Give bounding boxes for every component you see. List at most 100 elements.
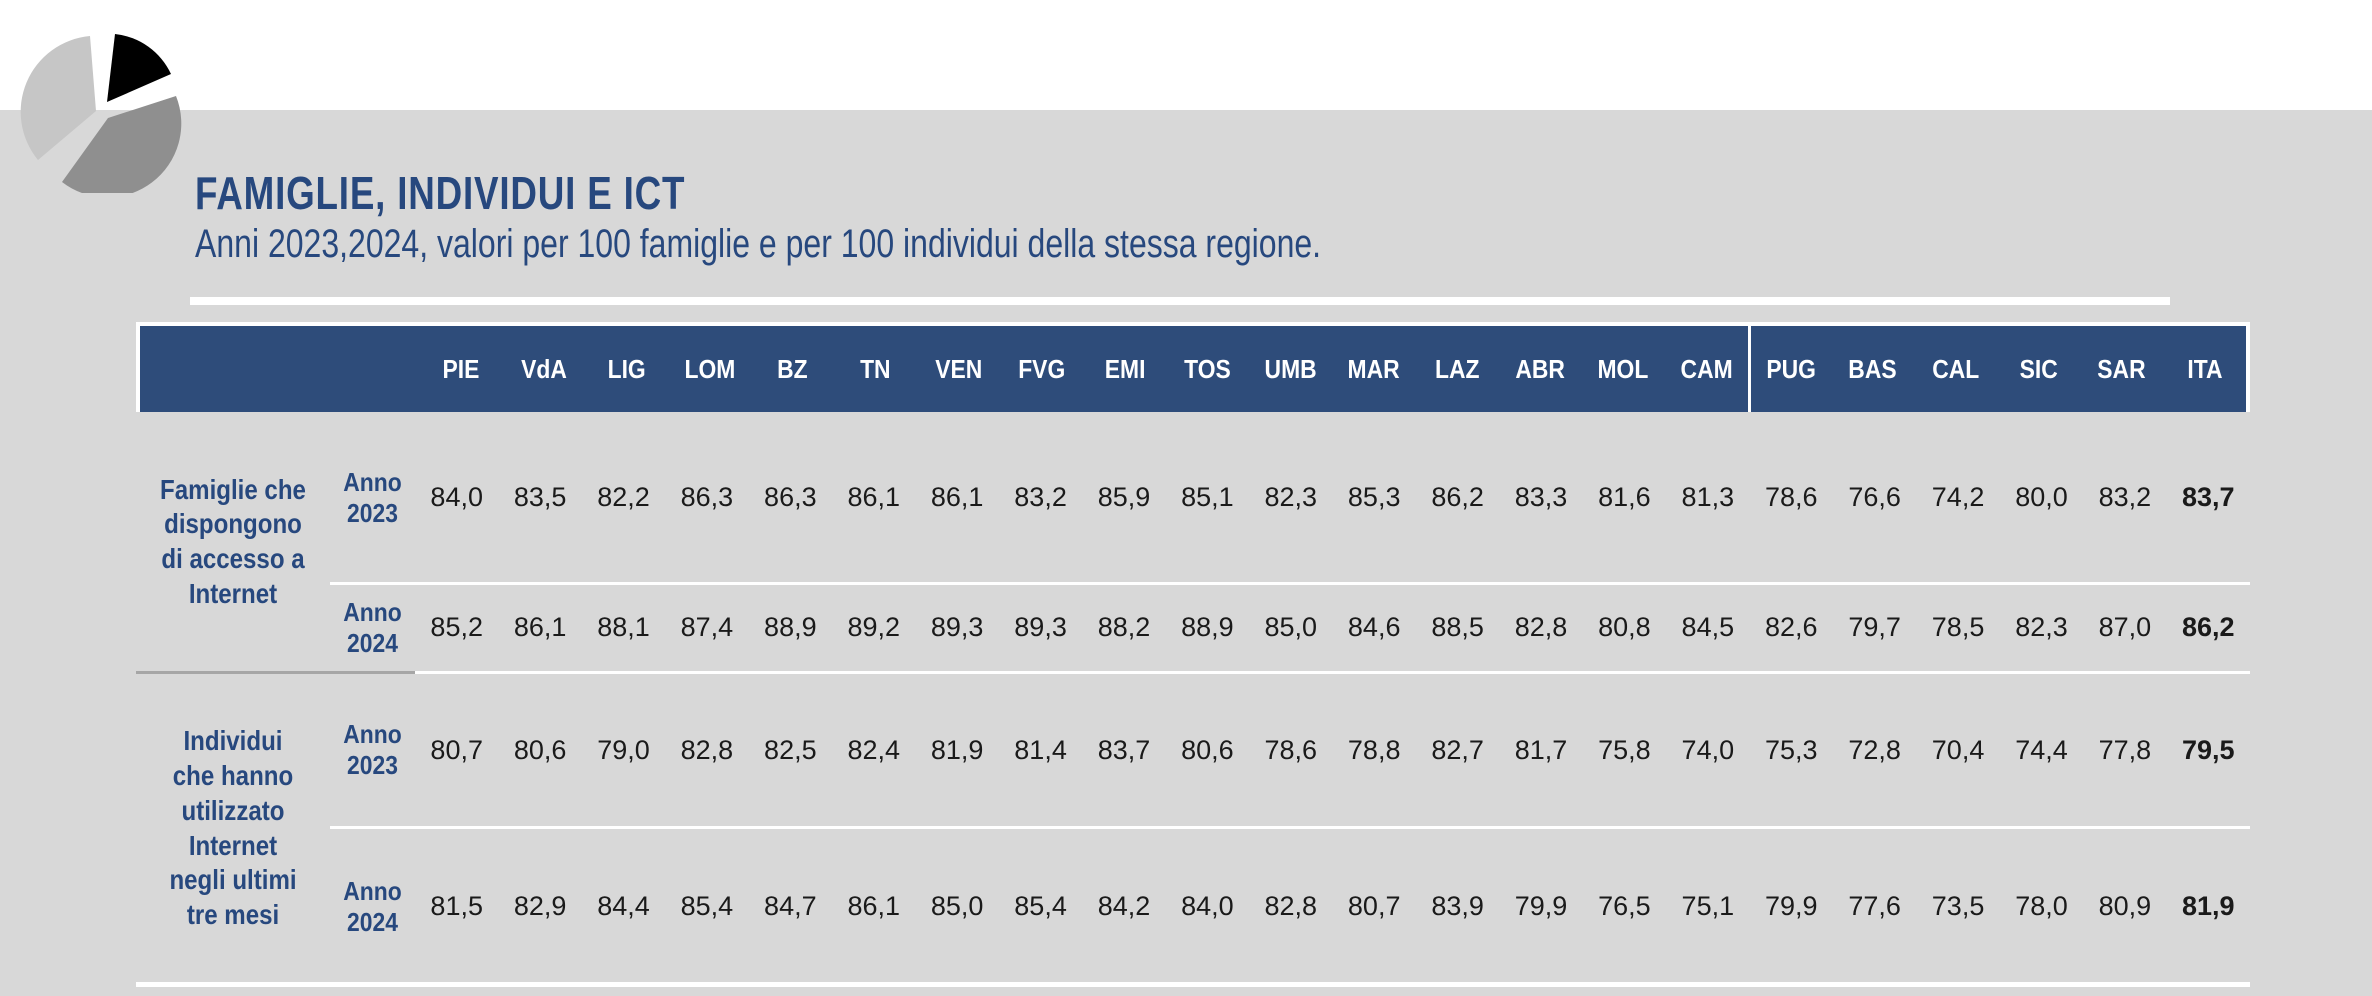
pie-slice-light-icon	[20, 36, 96, 160]
value-cell-lom: 86,3	[680, 482, 734, 512]
value-cell-abr: 82,8	[1514, 612, 1568, 642]
value-cell-abr: 81,7	[1514, 734, 1568, 765]
column-header-label: MAR	[1347, 353, 1401, 384]
column-header-pie: PIE	[419, 326, 502, 412]
table-body: Famiglie che dispongono di accesso a Int…	[136, 412, 2250, 987]
column-header-tn: TN	[834, 326, 917, 412]
value-cell-mar: 78,8	[1347, 734, 1401, 765]
value-cell-ita: 79,5	[2182, 734, 2235, 765]
value-cell-tn: 86,1	[847, 891, 901, 921]
column-header-label: MOL	[1597, 353, 1649, 384]
column-header-label: TOS	[1184, 353, 1232, 384]
column-header-tos: TOS	[1166, 326, 1249, 412]
value-cell-mol: 76,5	[1598, 891, 1651, 921]
value-cell-laz: 83,9	[1431, 891, 1484, 921]
value-cell-mar: 84,6	[1347, 612, 1401, 642]
value-cell-tos: 84,0	[1181, 891, 1234, 921]
value-cell-fvg: 89,3	[1014, 612, 1067, 642]
value-cell-tn: 89,2	[847, 612, 901, 642]
header-spacer	[334, 326, 419, 412]
column-header-label: BAS	[1848, 353, 1897, 384]
page-title: FAMIGLIE, INDIVIDUI E ICT	[195, 167, 686, 219]
value-cell-umb: 85,0	[1264, 612, 1318, 642]
value-cell-pug: 78,6	[1764, 482, 1818, 512]
value-cell-lig: 88,1	[597, 612, 650, 642]
value-cell-vda: 83,5	[513, 482, 567, 512]
column-header-label: ITA	[2186, 353, 2223, 384]
column-header-bz: BZ	[751, 326, 834, 412]
value-cell-fvg: 83,2	[1014, 482, 1067, 512]
column-header-label: PIE	[442, 353, 479, 384]
value-cell-bz: 84,7	[764, 891, 817, 921]
year-label: Anno 2023	[343, 719, 402, 780]
column-header-mol: MOL	[1582, 326, 1665, 412]
column-header-label: ABR	[1515, 353, 1565, 384]
value-cell-lom: 82,8	[680, 734, 734, 765]
value-cell-laz: 88,5	[1431, 612, 1484, 642]
pie-slice-black-icon	[107, 34, 171, 102]
value-cell-pug: 79,9	[1764, 891, 1818, 921]
column-header-vda: VdA	[502, 326, 585, 412]
value-cell-pie: 85,2	[430, 612, 483, 642]
column-header-lig: LIG	[585, 326, 668, 412]
value-cell-bz: 86,3	[764, 482, 817, 512]
value-cell-lig: 79,0	[597, 734, 650, 765]
value-cell-ita: 81,9	[2182, 891, 2235, 921]
separator-group-label	[136, 671, 415, 674]
column-header-label: BZ	[777, 353, 808, 384]
value-cell-cam: 84,5	[1681, 612, 1735, 642]
value-cell-cam: 75,1	[1681, 891, 1735, 921]
value-cell-vda: 80,6	[513, 734, 567, 765]
value-cell-bas: 76,6	[1848, 482, 1901, 512]
value-cell-cam: 74,0	[1681, 734, 1735, 765]
value-cell-sar: 83,2	[2098, 482, 2152, 512]
value-cell-cal: 78,5	[1931, 612, 1985, 642]
value-cell-bas: 79,7	[1848, 612, 1901, 642]
pie-chart-logo	[20, 34, 182, 193]
separator-group-data	[415, 671, 2250, 674]
value-cell-bas: 77,6	[1848, 891, 1901, 921]
value-cell-pie: 80,7	[430, 734, 483, 765]
value-cell-sar: 77,8	[2098, 734, 2152, 765]
value-cell-mol: 81,6	[1598, 482, 1651, 512]
row-group-label: Famiglie che dispongono di accesso a Int…	[160, 473, 306, 609]
value-cell-tos: 80,6	[1181, 734, 1234, 765]
value-cell-laz: 82,7	[1431, 734, 1484, 765]
column-header-label: TN	[860, 353, 891, 384]
page-subtitle: Anni 2023,2024, valori per 100 famiglie …	[195, 222, 1322, 266]
value-cell-ita: 83,7	[2182, 482, 2235, 512]
year-label: Anno 2023	[343, 466, 402, 528]
value-cell-mol: 80,8	[1598, 612, 1651, 642]
column-header-laz: LAZ	[1416, 326, 1499, 412]
column-header-pug: PUG	[1747, 326, 1831, 412]
column-header-label: SAR	[2097, 353, 2146, 384]
column-header-label: EMI	[1104, 353, 1146, 384]
column-header-label: LOM	[684, 353, 736, 384]
column-header-emi: EMI	[1083, 326, 1166, 412]
title-underline-rule	[190, 297, 2170, 305]
value-cell-ita: 86,2	[2182, 612, 2235, 642]
value-cell-vda: 82,9	[513, 891, 567, 921]
value-cell-sic: 82,3	[2015, 612, 2068, 642]
value-cell-sic: 74,4	[2015, 734, 2068, 765]
header-spacer	[140, 326, 334, 412]
value-cell-emi: 84,2	[1097, 891, 1151, 921]
column-header-lom: LOM	[668, 326, 751, 412]
value-cell-cal: 74,2	[1931, 482, 1985, 512]
separator-table-bottom	[136, 982, 2250, 987]
value-cell-pug: 82,6	[1764, 612, 1818, 642]
value-cell-lig: 82,2	[597, 482, 650, 512]
value-cell-umb: 82,8	[1264, 891, 1318, 921]
column-header-label: LIG	[607, 353, 646, 384]
column-header-label: VdA	[520, 353, 567, 384]
value-cell-abr: 83,3	[1514, 482, 1568, 512]
column-header-label: LAZ	[1434, 353, 1480, 384]
value-cell-mol: 75,8	[1598, 734, 1651, 765]
column-header-label: PUG	[1765, 353, 1816, 384]
column-header-label: FVG	[1018, 353, 1066, 384]
value-cell-tos: 88,9	[1181, 612, 1234, 642]
column-header-label: CAM	[1680, 353, 1733, 384]
value-cell-sic: 80,0	[2015, 482, 2068, 512]
value-cell-umb: 82,3	[1264, 482, 1318, 512]
value-cell-ven: 81,9	[930, 734, 984, 765]
